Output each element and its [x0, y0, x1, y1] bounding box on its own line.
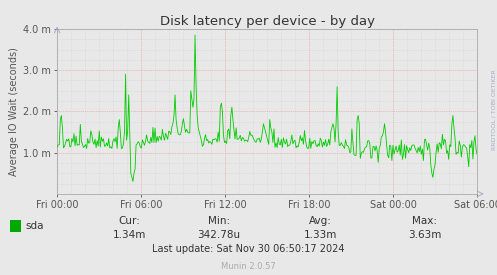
Y-axis label: Average IO Wait (seconds): Average IO Wait (seconds) [9, 47, 19, 176]
Text: 1.34m: 1.34m [112, 230, 146, 240]
Text: 342.78u: 342.78u [197, 230, 240, 240]
Text: 3.63m: 3.63m [408, 230, 442, 240]
Title: Disk latency per device - by day: Disk latency per device - by day [160, 15, 375, 28]
Text: Avg:: Avg: [309, 216, 332, 226]
Text: Min:: Min: [208, 216, 230, 226]
Text: RRDTOOL / TOBI OETIKER: RRDTOOL / TOBI OETIKER [491, 70, 496, 150]
Text: Cur:: Cur: [118, 216, 140, 226]
Text: Max:: Max: [413, 216, 437, 226]
Text: 1.33m: 1.33m [304, 230, 337, 240]
Text: Munin 2.0.57: Munin 2.0.57 [221, 262, 276, 271]
Text: sda: sda [26, 221, 44, 231]
Text: Last update: Sat Nov 30 06:50:17 2024: Last update: Sat Nov 30 06:50:17 2024 [152, 244, 345, 254]
